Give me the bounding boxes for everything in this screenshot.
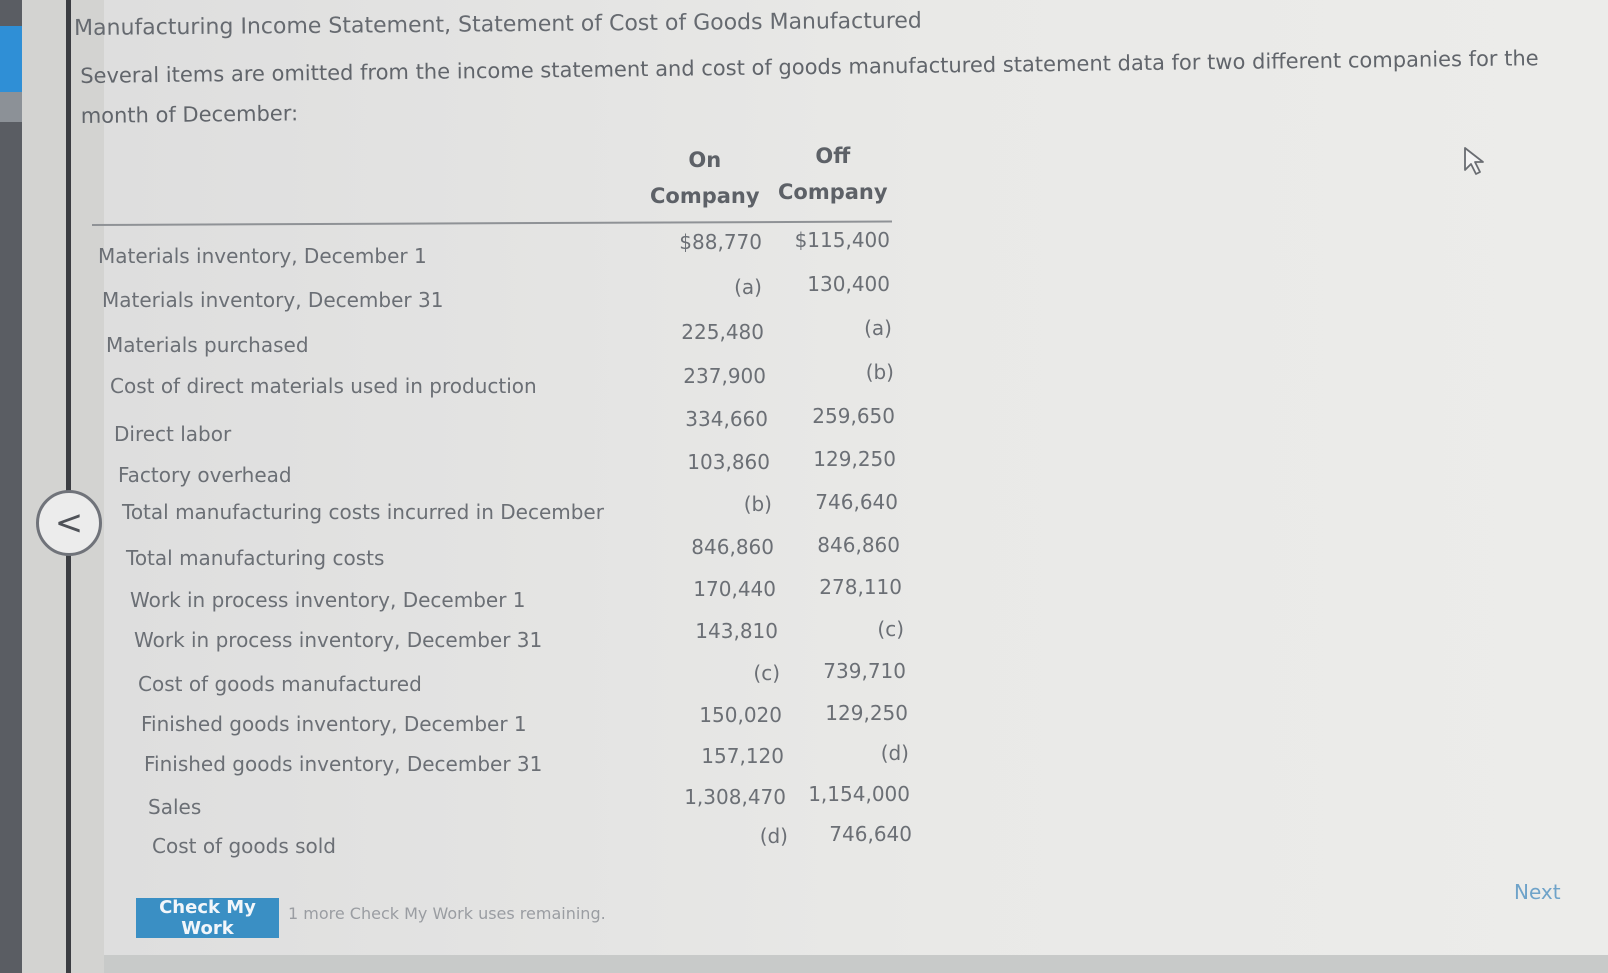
row-label: Total manufacturing costs — [126, 546, 385, 570]
on-company-value: 103,860 — [687, 450, 770, 474]
left-rail-accent — [0, 26, 22, 92]
off-company-value: 129,250 — [813, 447, 896, 471]
row-label: Materials inventory, December 31 — [102, 288, 444, 312]
row-label: Total manufacturing costs incurred in De… — [122, 500, 604, 524]
row-label: Work in process inventory, December 1 — [130, 588, 526, 612]
gutter-divider — [66, 0, 71, 973]
on-company-value: 846,860 — [691, 535, 774, 559]
off-company-value: 278,110 — [819, 575, 902, 599]
off-company-value: (b) — [865, 360, 894, 384]
row-label: Materials inventory, December 1 — [98, 244, 427, 268]
row-label: Materials purchased — [106, 333, 309, 357]
column-header-off: Off Company — [778, 138, 888, 210]
mouse-pointer-icon — [1464, 147, 1484, 175]
row-label: Work in process inventory, December 31 — [134, 628, 543, 652]
on-company-value: 225,480 — [681, 320, 764, 344]
on-company-value: (c) — [753, 661, 780, 685]
on-company-value: (b) — [743, 492, 772, 516]
off-company-value: 746,640 — [815, 490, 898, 514]
row-label: Cost of goods manufactured — [138, 672, 422, 696]
off-company-value: 259,650 — [812, 404, 895, 428]
column-header-on: On Company — [650, 142, 760, 214]
on-company-value: (d) — [759, 824, 788, 848]
off-company-value: 746,640 — [829, 822, 912, 846]
on-company-value: 143,810 — [695, 619, 778, 643]
off-company-value: (a) — [864, 316, 892, 340]
on-company-value: 334,660 — [685, 407, 768, 431]
on-company-value: 157,120 — [701, 744, 784, 768]
left-gutter — [22, 0, 104, 973]
left-rail-light — [0, 92, 22, 122]
check-my-work-button[interactable]: Check My Work — [136, 897, 279, 939]
off-company-value: (d) — [880, 741, 909, 765]
off-company-value: 739,710 — [823, 659, 906, 683]
row-label: Sales — [148, 795, 202, 819]
content-panel — [104, 0, 1608, 973]
on-company-value: (a) — [734, 275, 762, 299]
on-company-value: 1,308,470 — [684, 785, 786, 809]
off-company-value: $115,400 — [794, 228, 890, 252]
column-header-off-line1: Off — [815, 144, 851, 168]
on-company-value: $88,770 — [679, 230, 762, 254]
column-header-on-line1: On — [688, 148, 722, 172]
off-company-value: 1,154,000 — [808, 782, 910, 806]
row-label: Direct labor — [114, 422, 232, 446]
row-label: Cost of direct materials used in product… — [110, 374, 537, 398]
on-company-value: 150,020 — [699, 703, 782, 727]
row-label: Finished goods inventory, December 31 — [144, 752, 543, 776]
back-button[interactable]: < — [36, 490, 102, 556]
off-company-value: 129,250 — [825, 701, 908, 725]
left-rail — [0, 0, 22, 973]
chevron-left-icon: < — [54, 503, 84, 543]
check-remaining-text: 1 more Check My Work uses remaining. — [288, 904, 606, 923]
off-company-value: 130,400 — [807, 272, 890, 296]
row-label: Cost of goods sold — [152, 834, 337, 858]
off-company-value: 846,860 — [817, 533, 900, 557]
column-header-off-line2: Company — [778, 180, 888, 204]
on-company-value: 170,440 — [693, 577, 776, 601]
row-label: Factory overhead — [118, 463, 292, 487]
column-header-on-line2: Company — [650, 184, 760, 208]
bottom-strip — [104, 955, 1608, 973]
on-company-value: 237,900 — [683, 364, 766, 388]
row-label: Finished goods inventory, December 1 — [141, 712, 527, 736]
next-link[interactable]: Next — [1514, 880, 1561, 904]
off-company-value: (c) — [877, 617, 904, 641]
